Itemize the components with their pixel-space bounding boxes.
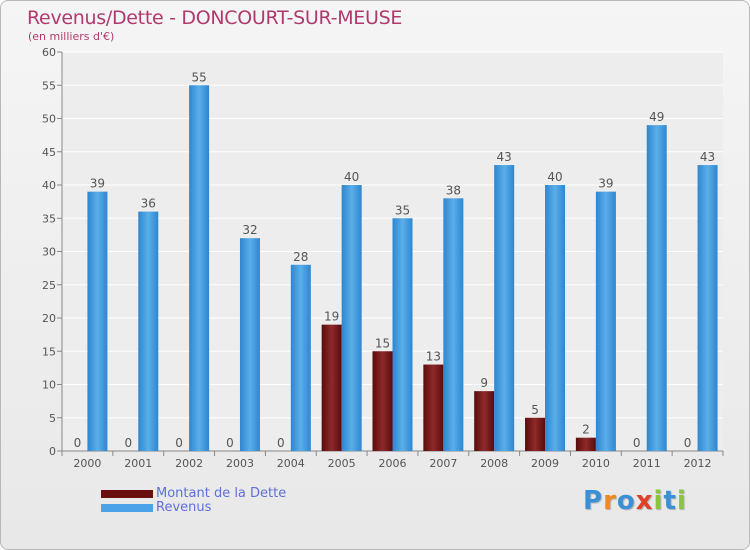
bar-revenus-2007 <box>443 198 464 451</box>
data-label-debt: 15 <box>375 336 390 350</box>
data-label-debt: 13 <box>426 350 441 364</box>
bar-revenus-2012 <box>697 165 718 452</box>
data-label-debt: 0 <box>277 436 285 450</box>
bar-revenus-2008 <box>494 165 515 452</box>
bar-debt-2009 <box>525 417 546 451</box>
bar-revenus-2010 <box>595 191 616 451</box>
legend-label-debt: Montant de la Dette <box>156 486 287 501</box>
x-tick-label: 2002 <box>175 457 203 470</box>
data-label-revenus: 32 <box>242 223 257 237</box>
y-tick-label: 10 <box>42 379 56 392</box>
data-label-debt: 9 <box>480 376 488 390</box>
data-label-debt: 0 <box>74 436 82 450</box>
y-tick-label: 40 <box>42 179 56 192</box>
x-tick-label: 2006 <box>379 457 407 470</box>
data-label-debt: 0 <box>684 436 692 450</box>
x-tick-label: 2007 <box>429 457 457 470</box>
x-tick-label: 2012 <box>684 457 712 470</box>
data-label-revenus: 40 <box>547 170 562 184</box>
bar-revenus-2011 <box>646 125 667 452</box>
y-tick-label: 60 <box>42 46 56 59</box>
data-label-debt: 0 <box>175 436 183 450</box>
data-label-revenus: 36 <box>141 197 156 211</box>
x-tick-label: 2011 <box>633 457 661 470</box>
data-label-revenus: 40 <box>344 170 359 184</box>
x-tick-label: 2008 <box>480 457 508 470</box>
y-tick-label: 5 <box>49 412 56 425</box>
data-label-debt: 0 <box>124 436 132 450</box>
bar-revenus-2001 <box>138 211 159 451</box>
data-label-revenus: 39 <box>598 177 613 191</box>
bar-debt-2007 <box>423 364 444 451</box>
legend-item-revenus: Revenus <box>101 501 286 515</box>
x-tick-label: 2000 <box>73 457 101 470</box>
bar-revenus-2006 <box>392 218 413 451</box>
data-label-debt: 19 <box>324 310 339 324</box>
y-tick-label: 0 <box>49 445 56 458</box>
data-label-debt: 0 <box>226 436 234 450</box>
data-label-debt: 5 <box>531 403 539 417</box>
legend-swatch-revenus <box>101 503 153 512</box>
y-tick-label: 35 <box>42 212 56 225</box>
bar-debt-2006 <box>372 351 393 451</box>
bar-revenus-2000 <box>87 191 108 451</box>
bar-revenus-2002 <box>189 85 210 451</box>
bar-debt-2005 <box>321 324 342 451</box>
x-tick-label: 2005 <box>328 457 356 470</box>
y-tick-label: 45 <box>42 146 56 159</box>
data-label-revenus: 49 <box>649 110 664 124</box>
x-tick-label: 2009 <box>531 457 559 470</box>
proxiti-logo: Proxiti <box>583 486 687 516</box>
bar-debt-2010 <box>575 437 596 451</box>
data-label-revenus: 38 <box>446 183 461 197</box>
data-label-revenus: 55 <box>191 70 206 84</box>
bar-revenus-2003 <box>239 238 260 451</box>
bar-revenus-2004 <box>290 264 311 451</box>
y-tick-label: 55 <box>42 79 56 92</box>
bar-revenus-2009 <box>545 185 566 451</box>
chart-subtitle: (en milliers d'€) <box>28 30 115 43</box>
legend-label-revenus: Revenus <box>156 500 212 515</box>
data-label-debt: 0 <box>633 436 641 450</box>
data-label-revenus: 43 <box>700 150 715 164</box>
x-tick-label: 2004 <box>277 457 305 470</box>
y-tick-label: 50 <box>42 113 56 126</box>
data-label-revenus: 28 <box>293 250 308 264</box>
x-tick-label: 2003 <box>226 457 254 470</box>
y-tick-label: 15 <box>42 345 56 358</box>
data-label-debt: 2 <box>582 423 590 437</box>
data-label-revenus: 35 <box>395 203 410 217</box>
y-tick-label: 30 <box>42 246 56 259</box>
y-tick-label: 25 <box>42 279 56 292</box>
bar-revenus-2005 <box>341 185 362 451</box>
data-label-revenus: 39 <box>90 177 105 191</box>
legend-swatch-debt <box>101 489 153 498</box>
legend-item-debt: Montant de la Dette <box>101 487 286 501</box>
x-tick-label: 2010 <box>582 457 610 470</box>
chart-title: Revenus/Dette - DONCOURT-SUR-MEUSE <box>27 7 403 29</box>
chart-legend: Montant de la Dette Revenus <box>101 487 286 515</box>
data-label-revenus: 43 <box>497 150 512 164</box>
y-tick-label: 20 <box>42 312 56 325</box>
x-tick-label: 2001 <box>124 457 152 470</box>
bar-debt-2008 <box>474 391 495 451</box>
